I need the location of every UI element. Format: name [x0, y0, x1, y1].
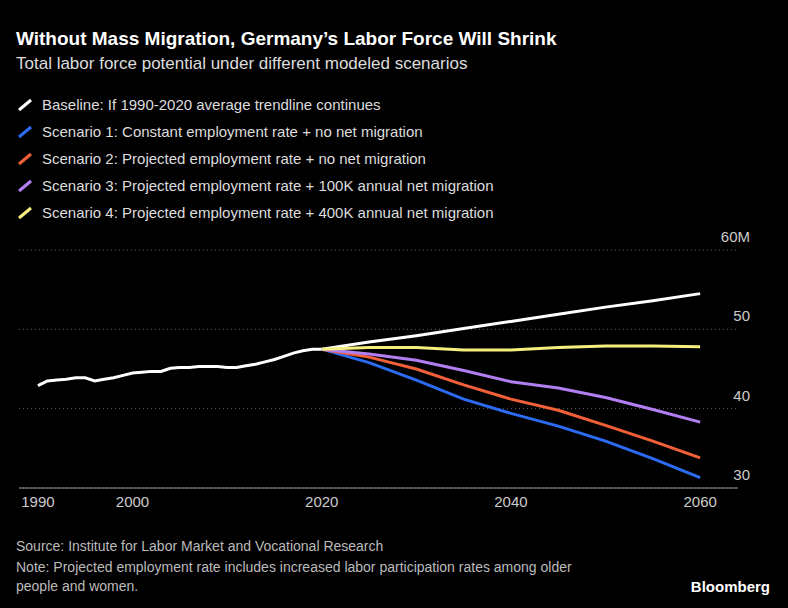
svg-text:2040: 2040: [494, 493, 527, 510]
svg-text:50: 50: [733, 307, 750, 324]
html-text:Source: Institute for Labor Ma: Source: Institute for Labor Market and V…: [16, 538, 384, 554]
html-text:Bloomberg: Bloomberg: [690, 578, 770, 595]
html-text:Scenario 2: Projected employme: Scenario 2: Projected employment rate + …: [42, 150, 426, 167]
html-text:Scenario 4: Projected employme: Scenario 4: Projected employment rate + …: [42, 204, 494, 221]
html-text:Total labor force potential un: Total labor force potential under differ…: [16, 54, 468, 73]
html-text:Baseline: If 1990-2020 average: Baseline: If 1990-2020 average trendline…: [42, 96, 381, 113]
svg-text:2060: 2060: [683, 493, 716, 510]
html-text:Scenario 1: Constant employmen: Scenario 1: Constant employment rate + n…: [42, 123, 423, 140]
svg-text:60M: 60M: [721, 228, 750, 245]
svg-text:2000: 2000: [116, 493, 149, 510]
svg-text:30: 30: [733, 466, 750, 483]
svg-text:40: 40: [733, 387, 750, 404]
html-text:Note: Projected employment rat: Note: Projected employment rate includes…: [16, 559, 572, 594]
html-text:Scenario 3: Projected employme: Scenario 3: Projected employment rate + …: [42, 177, 494, 194]
svg-text:2020: 2020: [305, 493, 338, 510]
html-text:Without Mass Migration, German: Without Mass Migration, Germany’s Labor …: [16, 28, 557, 49]
svg-text:1990: 1990: [21, 493, 54, 510]
